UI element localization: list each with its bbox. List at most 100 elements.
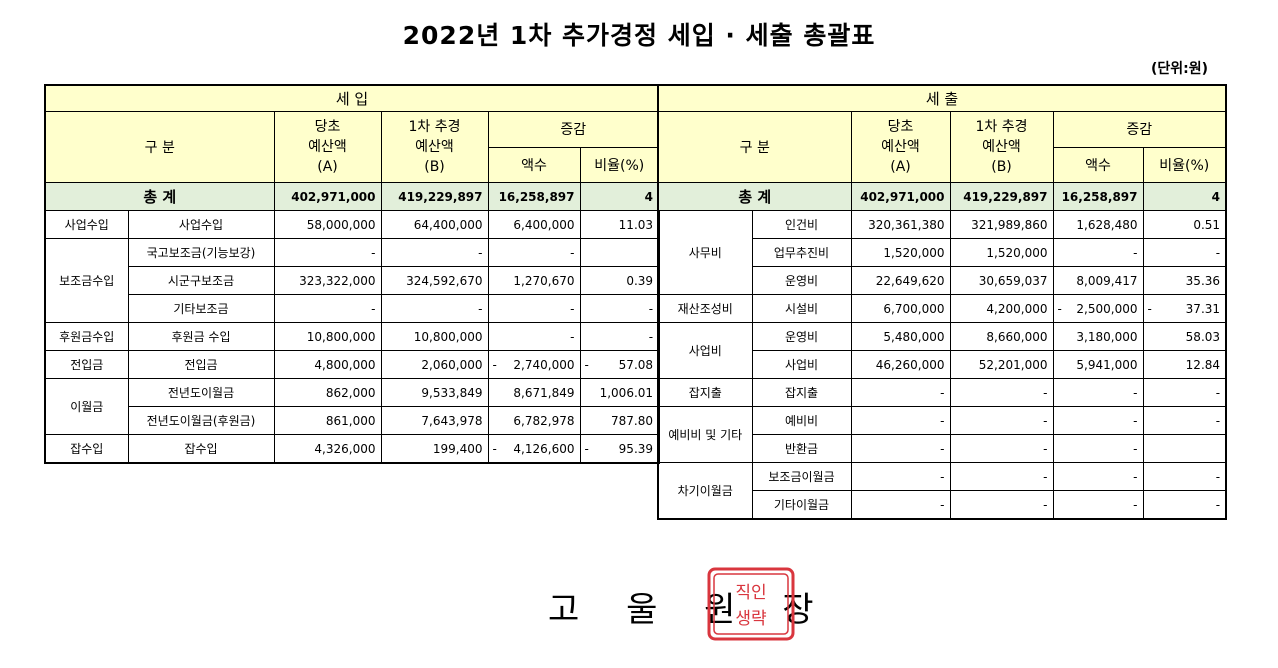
cell-b: 199,400 xyxy=(380,434,489,464)
cell-a: 4,326,000 xyxy=(273,434,382,464)
cell-b: 30,659,037 xyxy=(949,266,1054,295)
cell-b: - xyxy=(949,378,1054,407)
cell-a: - xyxy=(273,294,382,323)
cell-b: - xyxy=(949,490,1054,520)
page-title: 2022년 1차 추가경정 세입 · 세출 총괄표 xyxy=(402,21,876,50)
minus-sign: - xyxy=(584,357,589,372)
total-amount: 16,258,897 xyxy=(1052,182,1144,211)
cell-amount: - xyxy=(1052,406,1144,435)
cell-a: 862,000 xyxy=(273,378,382,407)
item-cell: 국고보조금(기능보강) xyxy=(127,238,275,267)
cell-ratio: - xyxy=(579,294,660,323)
table-row: 사업수입 사업수입 58,000,000 64,400,000 6,400,00… xyxy=(44,210,660,239)
item-cell: 운영비 xyxy=(751,266,852,295)
total-a: 402,971,000 xyxy=(850,182,951,211)
cell-ratio: 35.36 xyxy=(1142,266,1227,295)
group-cell: 잡지출 xyxy=(657,378,753,407)
revenue-category-header: 구 분 xyxy=(44,111,275,183)
total-b: 419,229,897 xyxy=(380,182,489,211)
table-row: 전년도이월금(후원금) 861,000 7,643,978 6,782,978 … xyxy=(45,406,660,435)
item-cell: 시군구보조금 xyxy=(127,266,275,295)
group-cell: 보조금수입 xyxy=(44,238,129,323)
cell-amount: - xyxy=(1052,462,1144,491)
cell-a: 58,000,000 xyxy=(273,210,382,239)
cell-amount: 8,009,417 xyxy=(1052,266,1144,295)
cell-amount: - xyxy=(1052,378,1144,407)
item-cell: 잡수입 xyxy=(127,434,275,464)
cell-a: 323,322,000 xyxy=(273,266,382,295)
cell-a: 861,000 xyxy=(273,406,382,435)
item-cell: 운영비 xyxy=(751,322,852,351)
expense-change-header: 증감 xyxy=(1052,111,1227,148)
group-cell: 잡수입 xyxy=(44,434,129,464)
cell-b: 64,400,000 xyxy=(380,210,489,239)
item-cell: 인건비 xyxy=(751,210,852,239)
cell-a: 4,800,000 xyxy=(273,350,382,379)
cell-amount: - xyxy=(1052,434,1144,463)
cell-ratio: 787.80 xyxy=(579,406,660,435)
table-row: 시군구보조금 323,322,000 324,592,670 1,270,670… xyxy=(45,266,660,295)
table-row: 차기이월금 보조금이월금 - - - - xyxy=(657,462,1227,520)
table-row: 전입금 전입금 4,800,000 2,060,000 -2,740,000 -… xyxy=(44,350,660,379)
cell-ratio: 1,006.01 xyxy=(579,378,660,407)
cell-ratio: - xyxy=(1142,238,1227,267)
expense-total-row: 총 계 402,971,000 419,229,897 16,258,897 4 xyxy=(657,182,1227,211)
item-cell: 후원금 수입 xyxy=(127,322,275,351)
value: 57.08 xyxy=(618,357,654,372)
table-row: 기타보조금 - - - - xyxy=(45,294,660,323)
header-line: 예산액 xyxy=(308,139,347,155)
table-row: 기타이월금 - - - - xyxy=(658,490,1227,520)
total-b: 419,229,897 xyxy=(949,182,1054,211)
header-line: 예산액 xyxy=(982,139,1021,155)
group-cell: 이월금 xyxy=(44,378,129,435)
cell-amount: - xyxy=(487,238,581,267)
item-cell: 전년도이월금 xyxy=(127,378,275,407)
cell-b: 4,200,000 xyxy=(949,294,1054,323)
header-line: 1차 추경 xyxy=(408,119,461,135)
table-row: 이월금 전년도이월금 862,000 9,533,849 8,671,849 1… xyxy=(44,378,660,435)
total-ratio: 4 xyxy=(1142,182,1227,211)
header-line: 예산액 xyxy=(881,139,920,155)
total-a: 402,971,000 xyxy=(273,182,382,211)
revenue-ratio-header: 비율(%) xyxy=(579,146,660,183)
total-amount: 16,258,897 xyxy=(487,182,581,211)
value: 95.39 xyxy=(618,441,654,456)
cell-b: 9,533,849 xyxy=(380,378,489,407)
header-line: (B) xyxy=(424,159,445,175)
group-cell: 후원금수입 xyxy=(44,322,129,351)
item-cell: 시설비 xyxy=(751,294,852,323)
expense-ratio-header: 비율(%) xyxy=(1142,146,1227,183)
cell-b: - xyxy=(949,406,1054,435)
cell-ratio: 11.03 xyxy=(579,210,660,239)
cell-ratio xyxy=(1142,434,1227,463)
table-row: 예비비 및 기타 예비비 - - - - xyxy=(657,406,1227,463)
cell-amount: 5,941,000 xyxy=(1052,350,1144,379)
cell-ratio: 12.84 xyxy=(1142,350,1227,379)
cell-a: 10,800,000 xyxy=(273,322,382,351)
cell-ratio: - xyxy=(579,322,660,351)
group-cell: 차기이월금 xyxy=(657,462,753,520)
revenue-header: 세 입 xyxy=(44,84,660,112)
cell-a: - xyxy=(850,406,951,435)
cell-amount: - 2,740,000 xyxy=(487,350,581,379)
minus-sign: - xyxy=(492,357,497,372)
table-row: 업무추진비 1,520,000 1,520,000 - - xyxy=(658,238,1227,267)
cell-a: - xyxy=(850,434,951,463)
group-cell: 사업수입 xyxy=(44,210,129,239)
cell-ratio: - xyxy=(1142,462,1227,491)
cell-a: 5,480,000 xyxy=(850,322,951,351)
item-cell: 업무추진비 xyxy=(751,238,852,267)
cell-ratio: - 57.08 xyxy=(579,350,660,379)
expense-header: 세 출 xyxy=(657,84,1227,112)
cell-a: 22,649,620 xyxy=(850,266,951,295)
group-cell: 전입금 xyxy=(44,350,129,379)
group-cell: 재산조성비 xyxy=(657,294,753,323)
cell-amount: - xyxy=(1052,490,1144,520)
cell-ratio: 58.03 xyxy=(1142,322,1227,351)
table-row: 사업비 운영비 5,480,000 8,660,000 3,180,000 58… xyxy=(657,322,1227,379)
cell-b: 324,592,670 xyxy=(380,266,489,295)
cell-b: 2,060,000 xyxy=(380,350,489,379)
cell-b: 7,643,978 xyxy=(380,406,489,435)
cell-amount: -2,500,000 xyxy=(1052,294,1144,323)
cell-ratio: - xyxy=(1142,378,1227,407)
